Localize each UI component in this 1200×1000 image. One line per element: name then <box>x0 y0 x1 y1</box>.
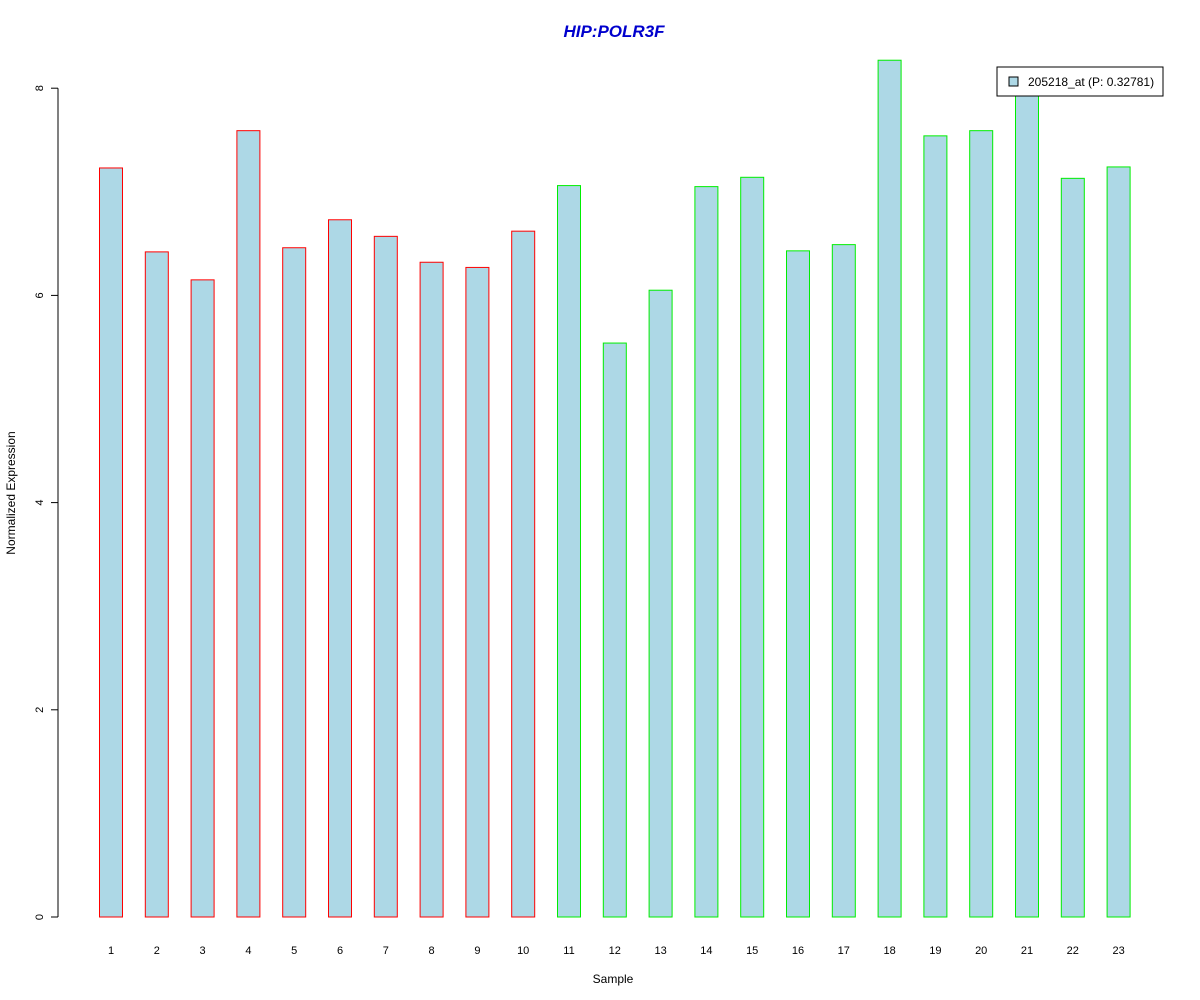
y-tick-label: 8 <box>34 85 46 91</box>
x-tick-label: 16 <box>792 945 804 957</box>
bar <box>1060 177 1085 918</box>
bar <box>1106 166 1131 918</box>
x-tick-label: 15 <box>746 945 758 957</box>
x-tick-label: 18 <box>883 945 895 957</box>
bar <box>511 230 536 918</box>
x-tick-label: 2 <box>154 945 160 957</box>
bar <box>373 235 398 918</box>
x-tick-label: 17 <box>838 945 850 957</box>
x-tick-label: 21 <box>1021 945 1033 957</box>
bar <box>786 250 810 918</box>
y-tick-label: 4 <box>34 500 46 506</box>
chart-title: HIP:POLR3F <box>563 22 665 41</box>
bar <box>99 167 123 918</box>
x-tick-label: 5 <box>291 945 297 957</box>
x-tick-label: 22 <box>1067 945 1079 957</box>
x-tick-label: 1 <box>108 945 114 957</box>
bar <box>190 279 215 918</box>
x-axis-label: Sample <box>593 972 634 986</box>
legend-swatch <box>1008 76 1019 87</box>
bar <box>144 251 169 918</box>
bar <box>557 185 581 918</box>
y-tick-label: 2 <box>34 707 46 713</box>
bar <box>969 130 994 918</box>
y-axis-label: Normalized Expression <box>4 431 18 554</box>
legend: 205218_at (P: 0.32781) <box>996 66 1164 97</box>
bar <box>419 261 444 918</box>
x-tick-label: 3 <box>200 945 206 957</box>
bar <box>740 176 765 918</box>
x-tick-label: 23 <box>1112 945 1124 957</box>
x-tick-label: 12 <box>609 945 621 957</box>
x-tick-label: 19 <box>929 945 941 957</box>
bar <box>236 130 261 918</box>
bar <box>465 266 490 918</box>
x-tick-label: 7 <box>383 945 389 957</box>
bar <box>648 289 673 918</box>
bar <box>282 247 307 918</box>
x-tick-label: 14 <box>700 945 712 957</box>
bar <box>923 135 948 918</box>
bar <box>602 342 627 918</box>
bar <box>831 244 856 918</box>
bar <box>328 219 352 918</box>
x-tick-label: 4 <box>245 945 251 957</box>
bars <box>99 59 1131 918</box>
y-tick-label: 0 <box>34 914 46 920</box>
bar <box>877 59 902 918</box>
legend-box <box>996 66 1164 97</box>
x-tick-label: 11 <box>563 945 574 957</box>
x-tick-label: 10 <box>517 945 529 957</box>
y-tick-label: 6 <box>34 292 46 298</box>
bar <box>1015 89 1039 918</box>
bar <box>694 186 719 918</box>
legend-label: 205218_at (P: 0.32781) <box>1028 75 1154 89</box>
x-tick-label: 20 <box>975 945 987 957</box>
x-tick-label: 9 <box>474 945 480 957</box>
x-tick-labels: 1 2 3 4 5 6 7 8 9 10 11 12 13 14 15 16 17 18 19 20 21 22 23 <box>108 945 1125 957</box>
y-axis: 0 2 4 6 8 <box>34 85 59 920</box>
x-tick-label: 13 <box>654 945 666 957</box>
x-tick-label: 6 <box>337 945 343 957</box>
x-tick-label: 8 <box>429 945 435 957</box>
